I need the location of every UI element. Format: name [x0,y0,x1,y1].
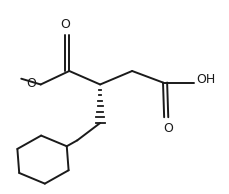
Text: O: O [60,17,70,30]
Text: OH: OH [195,73,215,86]
Text: O: O [163,122,172,135]
Text: O: O [26,77,36,90]
